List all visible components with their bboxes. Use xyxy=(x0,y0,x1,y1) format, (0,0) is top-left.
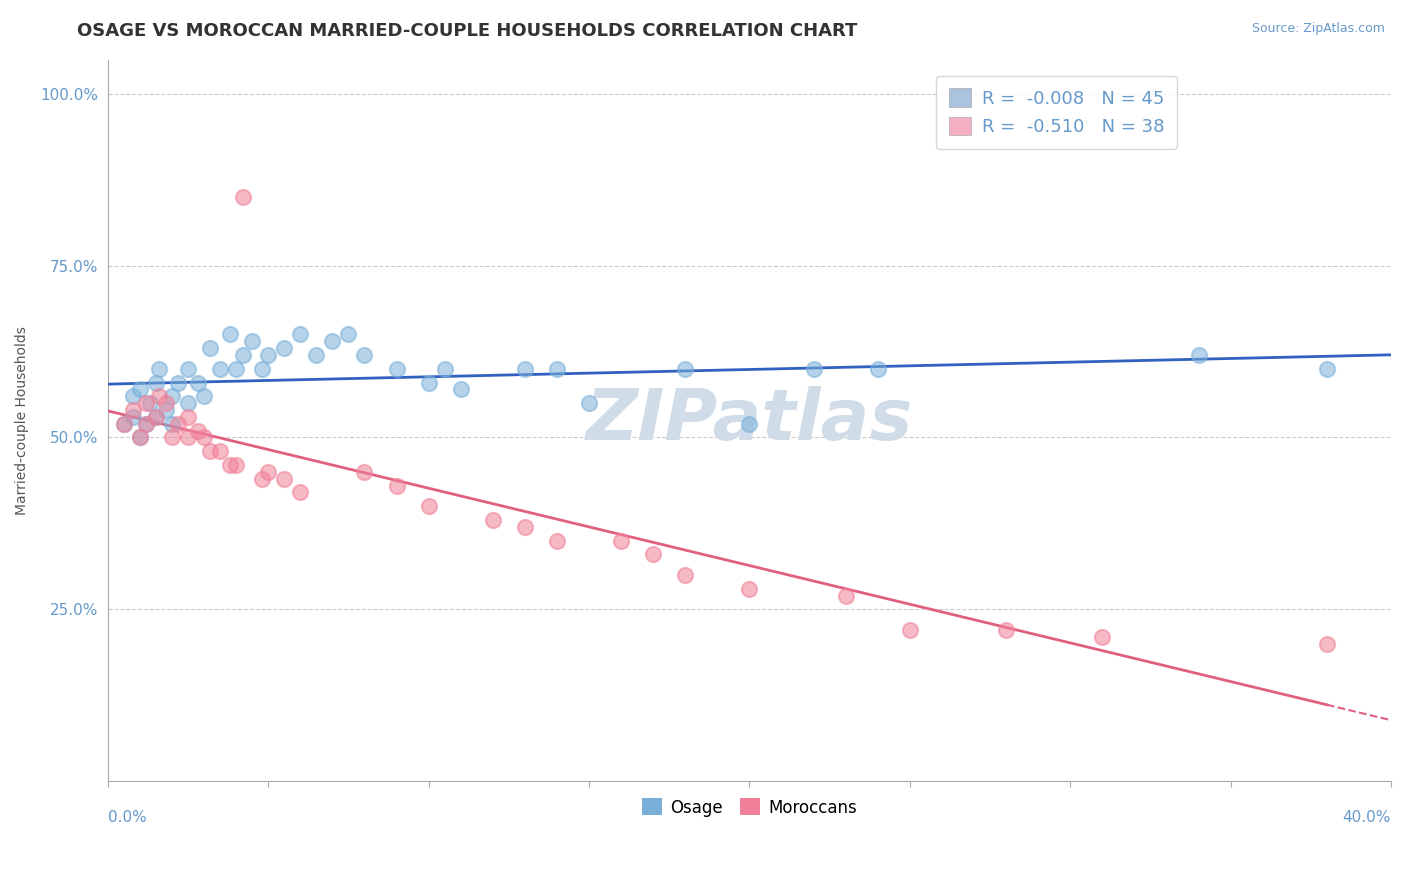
Point xyxy=(129,383,152,397)
Point xyxy=(240,334,263,349)
Point xyxy=(167,417,190,431)
Point xyxy=(187,376,209,390)
Point xyxy=(738,582,761,596)
Point xyxy=(155,396,177,410)
Point xyxy=(418,499,440,513)
Point xyxy=(145,409,167,424)
Point xyxy=(250,361,273,376)
Point xyxy=(1091,630,1114,644)
Point xyxy=(122,389,145,403)
Point xyxy=(177,430,200,444)
Point xyxy=(273,341,295,355)
Point xyxy=(145,409,167,424)
Point xyxy=(433,361,456,376)
Point xyxy=(546,533,568,548)
Point xyxy=(122,409,145,424)
Point xyxy=(418,376,440,390)
Point xyxy=(225,458,247,472)
Point xyxy=(160,389,183,403)
Point xyxy=(353,348,375,362)
Point xyxy=(481,513,503,527)
Point xyxy=(135,417,157,431)
Point xyxy=(673,361,696,376)
Point xyxy=(193,430,215,444)
Point xyxy=(450,383,472,397)
Point xyxy=(546,361,568,376)
Point xyxy=(257,465,280,479)
Legend: R =  -0.008   N = 45, R =  -0.510   N = 38: R = -0.008 N = 45, R = -0.510 N = 38 xyxy=(936,76,1177,149)
Text: 40.0%: 40.0% xyxy=(1343,810,1391,825)
Text: 0.0%: 0.0% xyxy=(108,810,146,825)
Point xyxy=(177,396,200,410)
Point xyxy=(218,458,240,472)
Point xyxy=(995,623,1018,637)
Point xyxy=(148,389,170,403)
Point xyxy=(148,361,170,376)
Point xyxy=(353,465,375,479)
Point xyxy=(129,430,152,444)
Point xyxy=(337,327,360,342)
Point xyxy=(1316,361,1339,376)
Point xyxy=(803,361,825,376)
Point xyxy=(673,567,696,582)
Point xyxy=(1316,637,1339,651)
Text: Source: ZipAtlas.com: Source: ZipAtlas.com xyxy=(1251,22,1385,36)
Point xyxy=(209,444,232,458)
Point xyxy=(866,361,889,376)
Point xyxy=(177,361,200,376)
Point xyxy=(200,341,222,355)
Point xyxy=(513,361,536,376)
Point xyxy=(160,430,183,444)
Point xyxy=(290,485,312,500)
Point xyxy=(610,533,633,548)
Point xyxy=(209,361,232,376)
Point xyxy=(122,403,145,417)
Point xyxy=(834,589,856,603)
Point xyxy=(250,472,273,486)
Point xyxy=(218,327,240,342)
Point xyxy=(193,389,215,403)
Point xyxy=(177,409,200,424)
Text: OSAGE VS MOROCCAN MARRIED-COUPLE HOUSEHOLDS CORRELATION CHART: OSAGE VS MOROCCAN MARRIED-COUPLE HOUSEHO… xyxy=(77,22,858,40)
Point xyxy=(273,472,295,486)
Point xyxy=(232,190,254,204)
Point xyxy=(257,348,280,362)
Point xyxy=(155,403,177,417)
Point xyxy=(305,348,328,362)
Y-axis label: Married-couple Households: Married-couple Households xyxy=(15,326,30,515)
Point xyxy=(321,334,343,349)
Point xyxy=(145,376,167,390)
Point xyxy=(643,547,665,561)
Point xyxy=(232,348,254,362)
Point xyxy=(167,376,190,390)
Point xyxy=(578,396,600,410)
Point xyxy=(385,478,408,492)
Point xyxy=(898,623,921,637)
Point xyxy=(200,444,222,458)
Point xyxy=(135,417,157,431)
Point xyxy=(513,520,536,534)
Point xyxy=(225,361,247,376)
Point xyxy=(112,417,135,431)
Point xyxy=(112,417,135,431)
Point xyxy=(738,417,761,431)
Point xyxy=(138,396,160,410)
Point xyxy=(129,430,152,444)
Point xyxy=(290,327,312,342)
Point xyxy=(187,424,209,438)
Point xyxy=(1187,348,1209,362)
Point xyxy=(385,361,408,376)
Point xyxy=(135,396,157,410)
Point xyxy=(160,417,183,431)
Text: ZIPatlas: ZIPatlas xyxy=(586,386,912,455)
